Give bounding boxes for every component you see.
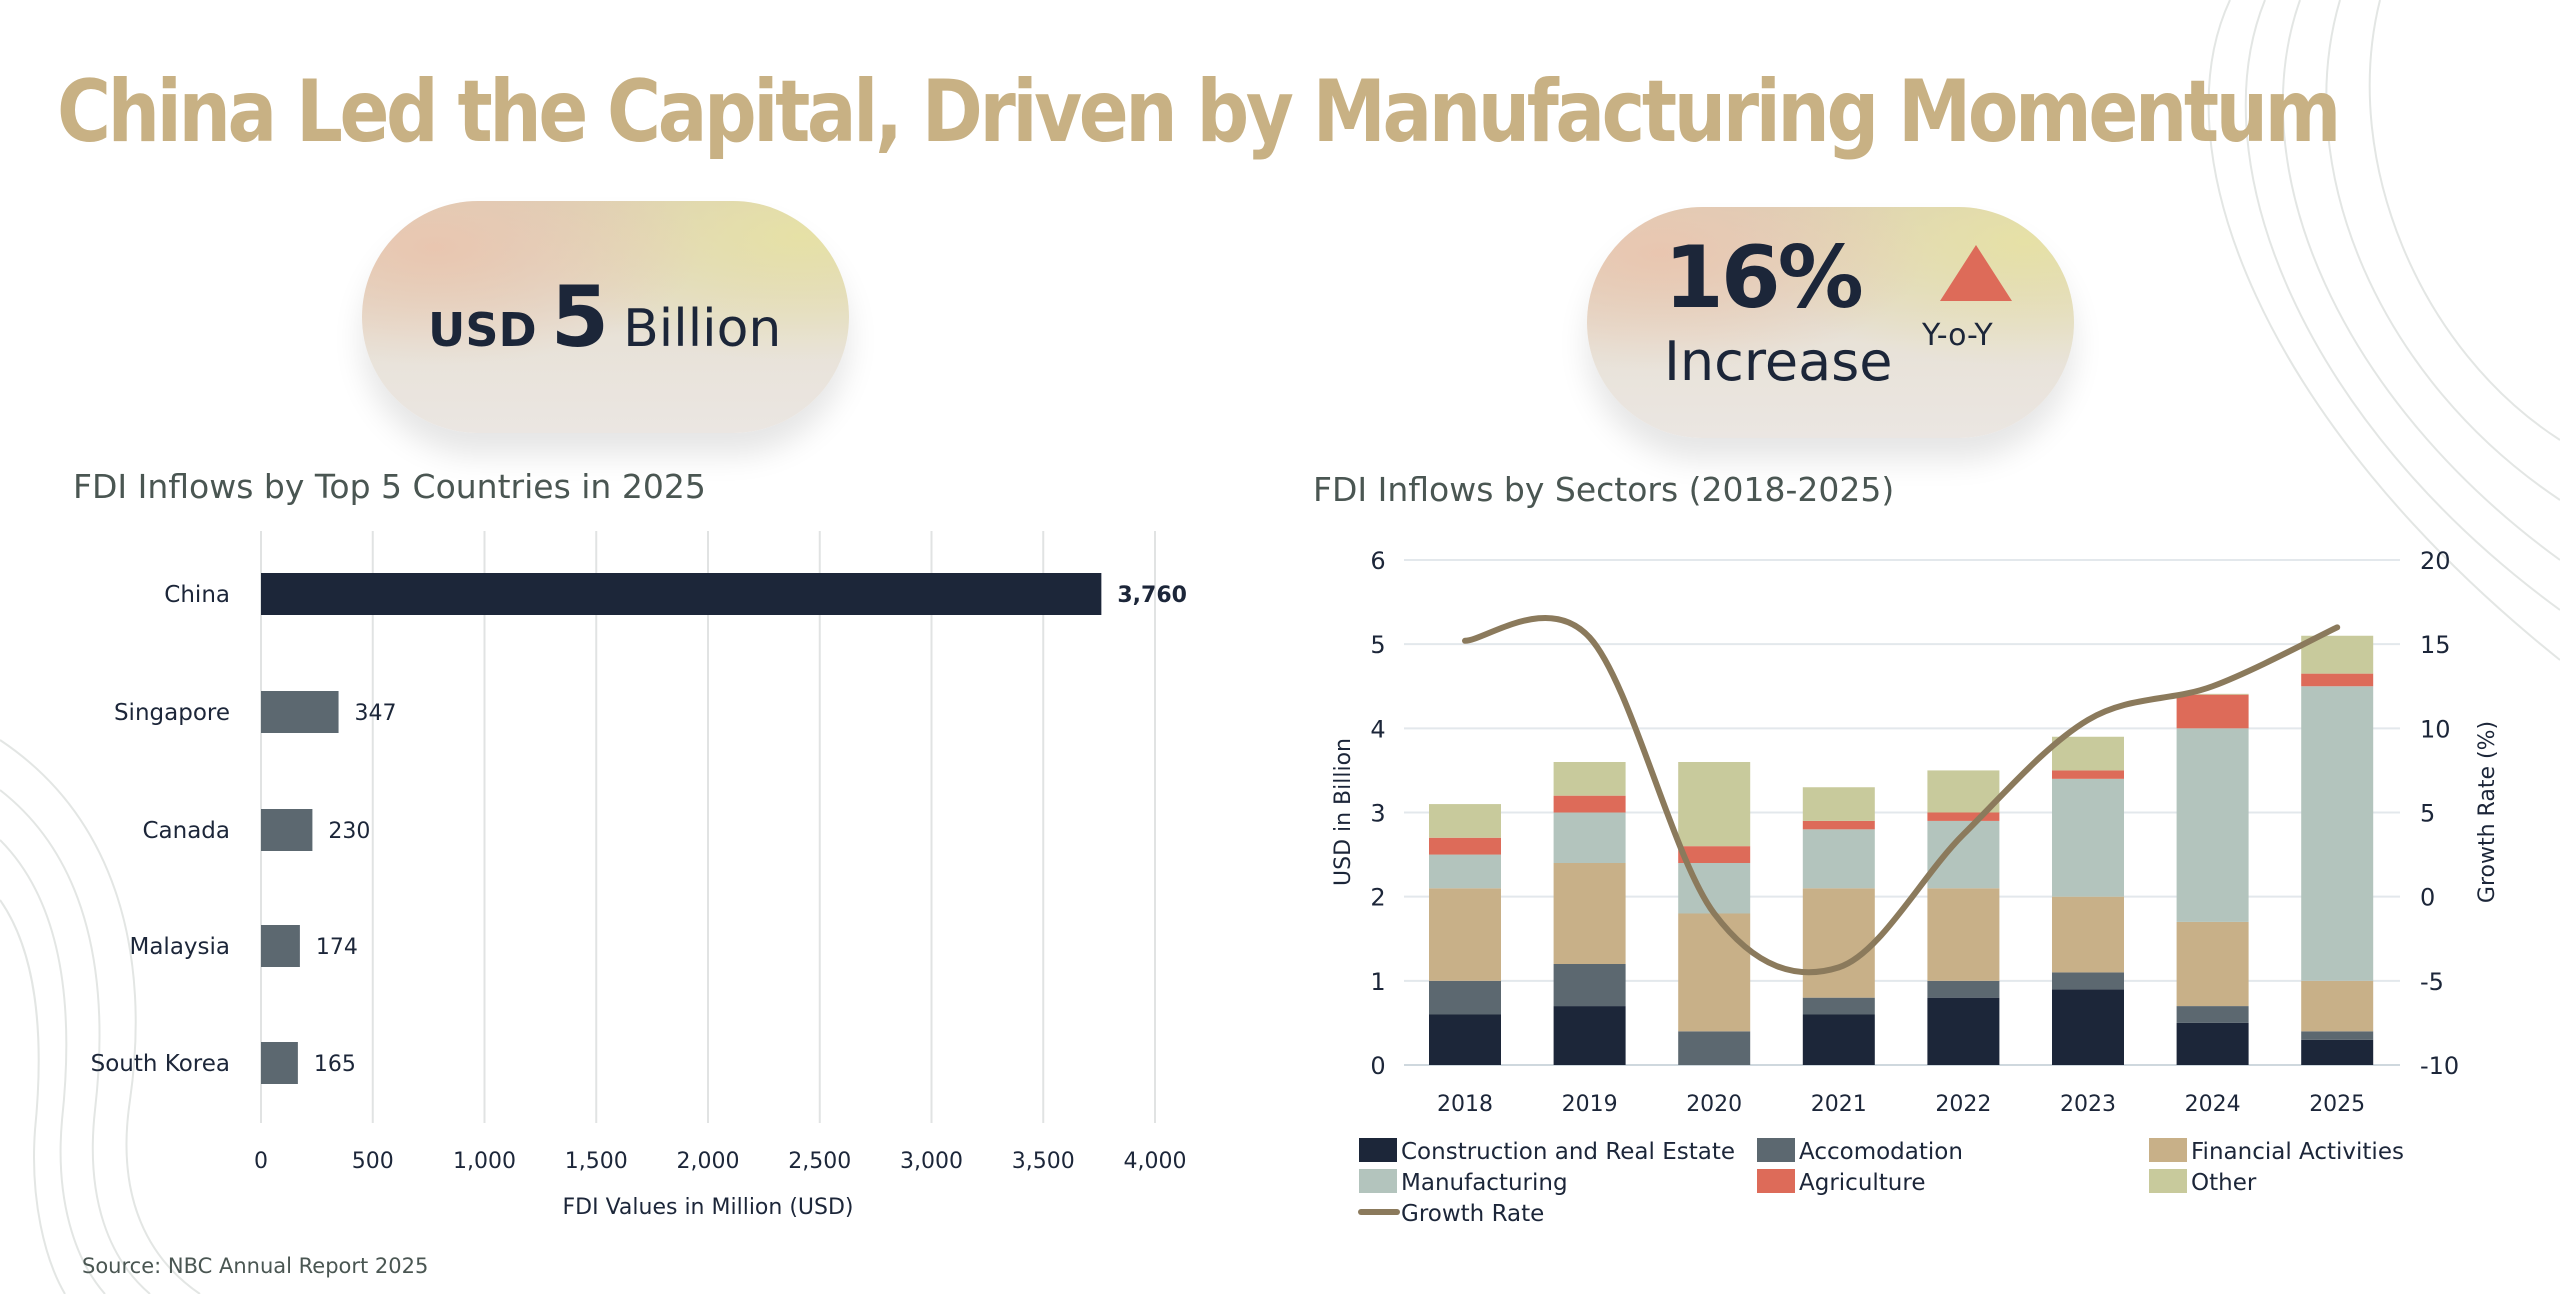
data-label: 347 xyxy=(355,701,397,726)
sectors-chart-title: FDI Inflows by Sectors (2018-2025) xyxy=(1313,470,1895,509)
category-label: Malaysia xyxy=(129,934,230,960)
kpi-growth-label: Increase xyxy=(1664,330,1893,393)
bar-china xyxy=(261,573,1102,615)
x-tick-label: 1,500 xyxy=(565,1149,628,1174)
x-tick-label: 4,000 xyxy=(1124,1149,1187,1174)
x-tick-label: 3,000 xyxy=(900,1149,963,1174)
category-label: Canada xyxy=(142,818,230,844)
x-tick-label: 1,000 xyxy=(453,1149,516,1174)
data-label: 165 xyxy=(314,1052,356,1077)
data-label: 230 xyxy=(328,819,370,844)
data-label: 3,760 xyxy=(1117,583,1187,608)
countries-bar-chart: 0 500 1,000 1,500 2,000 2,500 3,000 3,500 4,000 C… xyxy=(91,531,1187,1220)
kpi-total-card xyxy=(362,201,849,433)
kpi-total: USD 5 Billion xyxy=(428,268,781,366)
bar-south-korea xyxy=(261,1042,298,1084)
bar-malaysia xyxy=(261,925,300,967)
countries-chart-title: FDI Inflows by Top 5 Countries in 2025 xyxy=(73,467,706,506)
x-tick-label: 0 xyxy=(254,1149,268,1174)
data-label: 174 xyxy=(316,935,358,960)
kpi-growth-period: Y-o-Y xyxy=(1922,318,1993,353)
category-label: Singapore xyxy=(114,700,230,726)
category-label: China xyxy=(164,582,230,608)
kpi-total-prefix: USD xyxy=(428,303,537,357)
x-axis-title: FDI Values in Million (USD) xyxy=(563,1195,854,1220)
page-title: China Led the Capital, Driven by Manufac… xyxy=(57,62,2341,162)
x-tick-label: 500 xyxy=(352,1149,394,1174)
bar-canada xyxy=(261,809,313,851)
category-label: South Korea xyxy=(91,1051,230,1077)
x-tick-label: 3,500 xyxy=(1012,1149,1075,1174)
kpi-growth-value: 16% xyxy=(1664,228,1864,328)
source-note: Source: NBC Annual Report 2025 xyxy=(82,1254,429,1278)
bar-singapore xyxy=(261,691,339,733)
triangle-up-icon xyxy=(1940,245,2012,301)
kpi-total-unit: Billion xyxy=(623,299,782,359)
x-tick-label: 2,000 xyxy=(677,1149,740,1174)
x-tick-label: 2,500 xyxy=(788,1149,851,1174)
kpi-total-value: 5 xyxy=(550,268,610,366)
